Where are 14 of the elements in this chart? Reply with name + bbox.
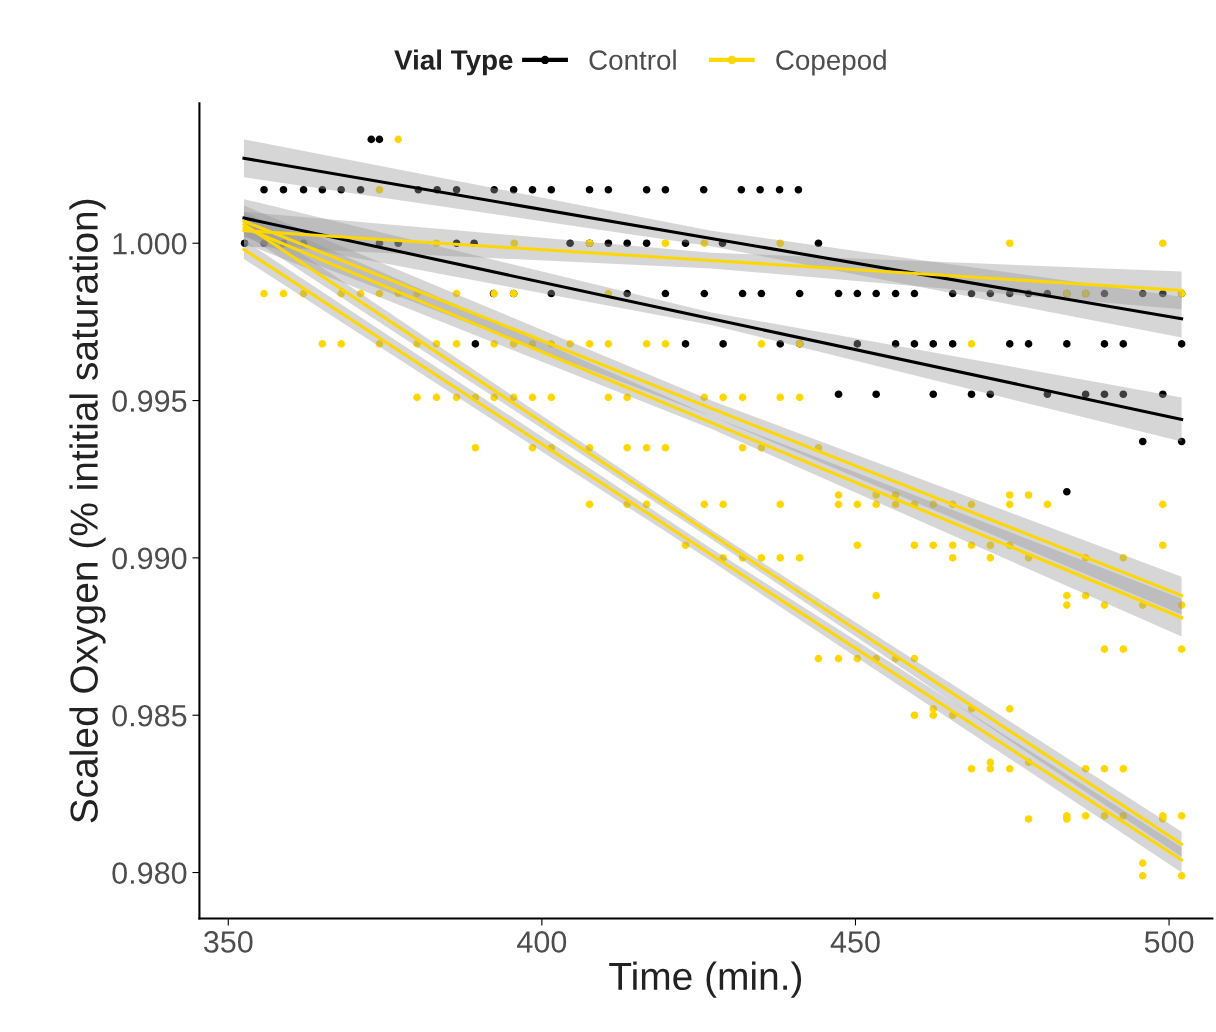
y-tick-label: 0.985 bbox=[112, 704, 187, 727]
y-tick-label: 0.990 bbox=[112, 547, 187, 570]
x-tick-label: 400 bbox=[517, 931, 567, 953]
y-axis-title: Scaled Oxygen (% intitial saturation) bbox=[69, 199, 106, 823]
x-tick-label: 350 bbox=[203, 931, 253, 953]
x-axis-title: Time (min.) bbox=[609, 961, 802, 998]
legend-label: Copepod bbox=[776, 49, 886, 76]
legend-title: Vial Type bbox=[394, 49, 513, 76]
y-tick-label: 1.000 bbox=[113, 232, 187, 255]
legend-label: Control bbox=[589, 49, 676, 70]
x-tick-label: 500 bbox=[1144, 931, 1194, 953]
y-tick-label: 0.980 bbox=[112, 862, 187, 884]
y-tick-label: 0.995 bbox=[112, 390, 187, 412]
x-tick-label: 450 bbox=[830, 931, 880, 953]
